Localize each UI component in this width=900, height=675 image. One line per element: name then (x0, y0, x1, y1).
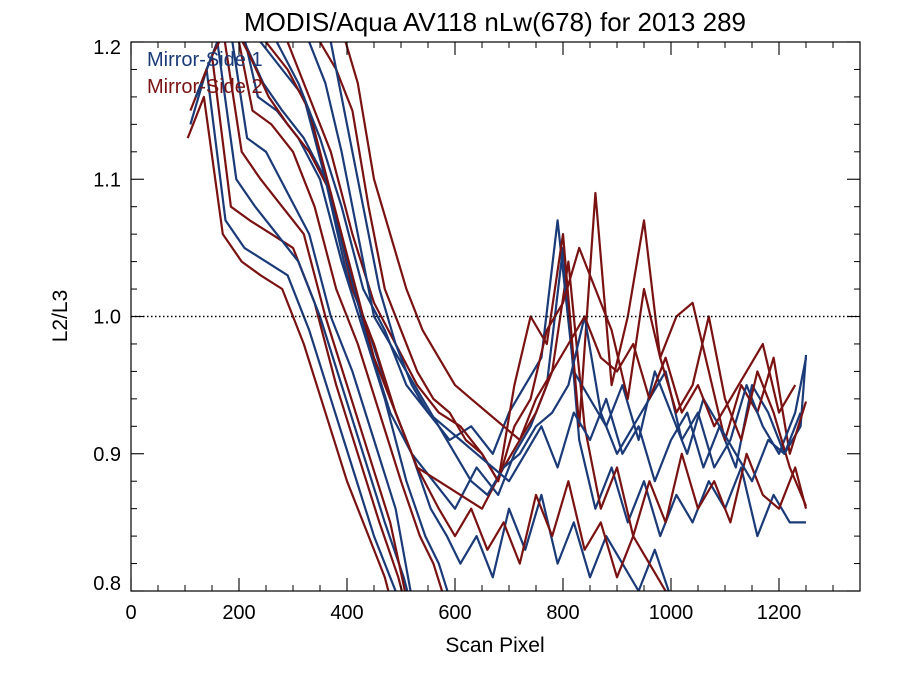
y-tick-label: 1.1 (93, 169, 121, 191)
legend-entry-mirror-side-2: Mirror-Side 2 (147, 76, 263, 98)
legend: Mirror-Side 1 Mirror-Side 2 (147, 49, 263, 98)
series-line-mirror-side-2-6 (211, 42, 444, 591)
series-line-mirror-side-2-9 (241, 42, 669, 591)
x-tick-label: 1200 (757, 602, 802, 624)
x-tick-label: 800 (546, 602, 579, 624)
series-layer (186, 42, 808, 591)
series-line-mirror-side-2-4 (200, 42, 407, 591)
series-line-mirror-side-1-5 (205, 42, 412, 591)
x-tick-label: 1000 (649, 602, 694, 624)
axes-layer (130, 41, 861, 592)
series-line-mirror-side-1-8 (242, 42, 670, 591)
x-tick-label: 200 (222, 602, 255, 624)
series-line-mirror-side-1-1 (189, 68, 397, 591)
x-tick-label: 0 (125, 602, 136, 624)
tick-label-layer: 0 200 400 600 800 1000 1200 0.8 0.9 1.0 1.1 1.2 (93, 37, 801, 624)
series-line-mirror-side-1-7 (217, 42, 449, 591)
x-axis-label: Scan Pixel (445, 634, 544, 657)
y-tick-label: 0.8 (93, 573, 121, 595)
series-line-mirror-side-2-17 (344, 42, 797, 442)
series-line-mirror-side-1-16 (329, 42, 802, 483)
y-tick-label: 1.2 (93, 37, 121, 59)
y-tick-label: 0.9 (93, 444, 121, 466)
series-line-mirror-side-2-0 (186, 95, 390, 591)
chart-title: MODIS/Aqua AV118 nLw(678) for 2013 289 (244, 7, 746, 37)
x-tick-label: 400 (330, 602, 363, 624)
x-tick-label: 600 (438, 602, 471, 624)
y-tick-label: 1.0 (93, 307, 121, 329)
series-line-mirror-side-1-3 (194, 42, 409, 591)
series-line-mirror-side-2-15 (318, 42, 808, 507)
series-line-mirror-side-2-13 (286, 42, 808, 483)
series-line-mirror-side-1-14 (307, 42, 808, 496)
legend-entry-mirror-side-1: Mirror-Side 1 (147, 49, 263, 71)
y-axis-label: L2/L3 (49, 290, 72, 343)
